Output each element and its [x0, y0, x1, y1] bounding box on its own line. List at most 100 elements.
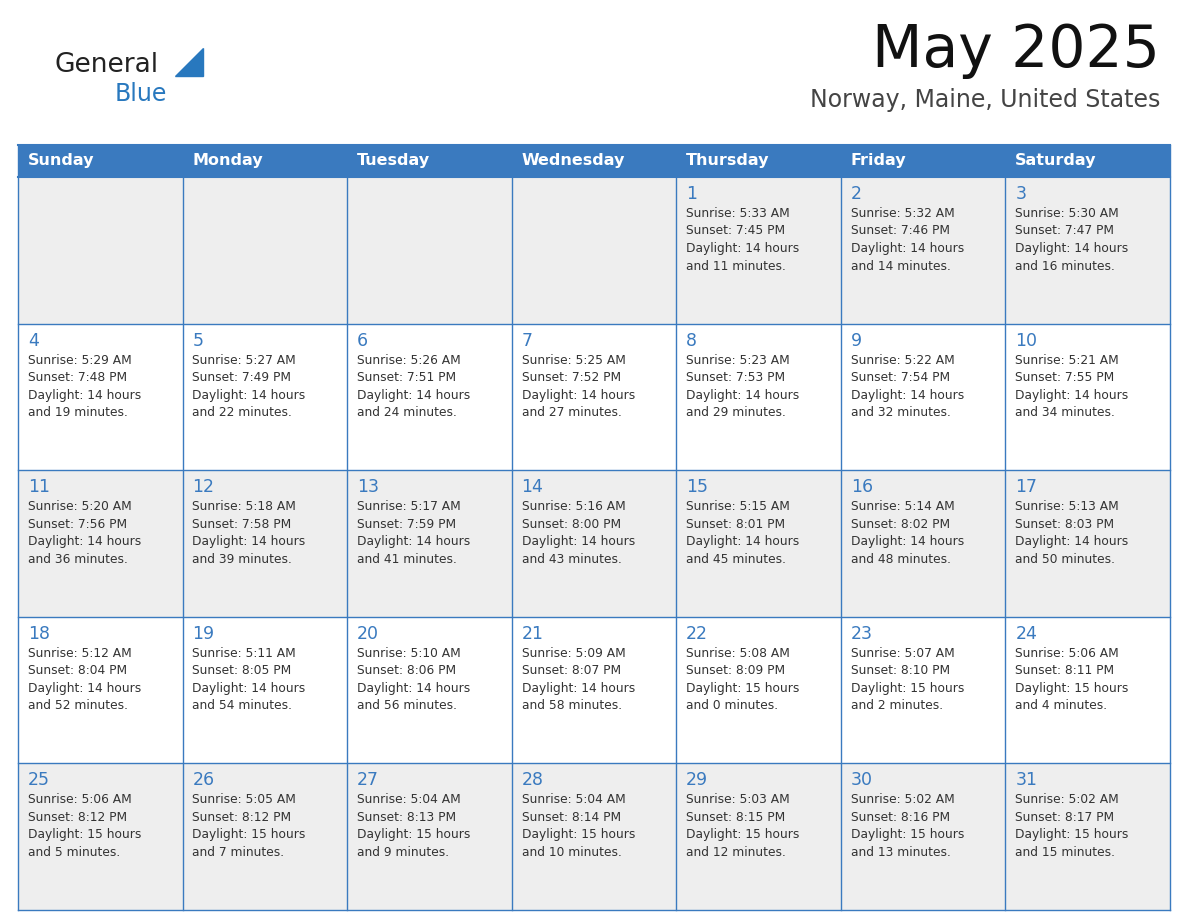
- Bar: [841, 324, 1005, 470]
- Text: Sunrise: 5:25 AM: Sunrise: 5:25 AM: [522, 353, 625, 366]
- Text: and 43 minutes.: and 43 minutes.: [522, 553, 621, 565]
- Text: Daylight: 14 hours: Daylight: 14 hours: [358, 388, 470, 401]
- Text: and 11 minutes.: and 11 minutes.: [687, 260, 786, 273]
- Text: Daylight: 14 hours: Daylight: 14 hours: [1016, 388, 1129, 401]
- Text: Daylight: 14 hours: Daylight: 14 hours: [522, 682, 634, 695]
- Bar: [183, 764, 347, 910]
- Text: Saturday: Saturday: [1016, 153, 1097, 169]
- Bar: [676, 324, 841, 470]
- Text: Monday: Monday: [192, 153, 263, 169]
- Text: Sunrise: 5:04 AM: Sunrise: 5:04 AM: [522, 793, 625, 806]
- Text: 12: 12: [192, 478, 215, 497]
- Text: Sunset: 8:16 PM: Sunset: 8:16 PM: [851, 811, 950, 823]
- Text: and 14 minutes.: and 14 minutes.: [851, 260, 950, 273]
- Bar: [841, 470, 1005, 617]
- Text: Daylight: 15 hours: Daylight: 15 hours: [1016, 828, 1129, 842]
- Bar: [347, 470, 512, 617]
- Text: 13: 13: [358, 478, 379, 497]
- Text: 24: 24: [1016, 625, 1037, 643]
- Text: Sunrise: 5:14 AM: Sunrise: 5:14 AM: [851, 500, 954, 513]
- Text: Daylight: 14 hours: Daylight: 14 hours: [27, 535, 141, 548]
- Bar: [1005, 324, 1170, 470]
- Text: Daylight: 14 hours: Daylight: 14 hours: [192, 682, 305, 695]
- Text: Sunset: 8:13 PM: Sunset: 8:13 PM: [358, 811, 456, 823]
- Text: 23: 23: [851, 625, 873, 643]
- Bar: [676, 470, 841, 617]
- Text: Sunset: 8:03 PM: Sunset: 8:03 PM: [1016, 518, 1114, 531]
- Text: Friday: Friday: [851, 153, 906, 169]
- Bar: [841, 177, 1005, 324]
- Text: Sunrise: 5:30 AM: Sunrise: 5:30 AM: [1016, 207, 1119, 220]
- Text: 1: 1: [687, 185, 697, 203]
- Text: and 7 minutes.: and 7 minutes.: [192, 845, 285, 859]
- Text: Sunset: 8:17 PM: Sunset: 8:17 PM: [1016, 811, 1114, 823]
- Text: Daylight: 14 hours: Daylight: 14 hours: [687, 388, 800, 401]
- Text: Sunset: 7:58 PM: Sunset: 7:58 PM: [192, 518, 292, 531]
- Text: and 34 minutes.: and 34 minutes.: [1016, 406, 1116, 420]
- Text: 4: 4: [27, 331, 39, 350]
- Text: Sunrise: 5:07 AM: Sunrise: 5:07 AM: [851, 647, 954, 660]
- Bar: [347, 324, 512, 470]
- Text: Sunrise: 5:02 AM: Sunrise: 5:02 AM: [851, 793, 954, 806]
- Text: 28: 28: [522, 771, 544, 789]
- Text: Daylight: 15 hours: Daylight: 15 hours: [1016, 682, 1129, 695]
- Polygon shape: [175, 48, 203, 76]
- Bar: [183, 177, 347, 324]
- Text: 30: 30: [851, 771, 873, 789]
- Bar: [1005, 177, 1170, 324]
- Bar: [18, 470, 183, 617]
- Text: Sunset: 7:53 PM: Sunset: 7:53 PM: [687, 371, 785, 384]
- Text: and 0 minutes.: and 0 minutes.: [687, 700, 778, 712]
- Text: Sunrise: 5:15 AM: Sunrise: 5:15 AM: [687, 500, 790, 513]
- Bar: [512, 470, 676, 617]
- Text: Sunrise: 5:03 AM: Sunrise: 5:03 AM: [687, 793, 790, 806]
- Text: and 4 minutes.: and 4 minutes.: [1016, 700, 1107, 712]
- Text: Sunrise: 5:18 AM: Sunrise: 5:18 AM: [192, 500, 296, 513]
- Text: Thursday: Thursday: [687, 153, 770, 169]
- Text: Sunrise: 5:32 AM: Sunrise: 5:32 AM: [851, 207, 954, 220]
- Bar: [183, 145, 347, 177]
- Text: Sunset: 8:02 PM: Sunset: 8:02 PM: [851, 518, 950, 531]
- Text: Sunset: 8:09 PM: Sunset: 8:09 PM: [687, 665, 785, 677]
- Bar: [841, 764, 1005, 910]
- Text: Daylight: 14 hours: Daylight: 14 hours: [1016, 242, 1129, 255]
- Bar: [676, 617, 841, 764]
- Text: 25: 25: [27, 771, 50, 789]
- Text: 15: 15: [687, 478, 708, 497]
- Text: and 2 minutes.: and 2 minutes.: [851, 700, 943, 712]
- Bar: [676, 764, 841, 910]
- Text: 22: 22: [687, 625, 708, 643]
- Text: Daylight: 14 hours: Daylight: 14 hours: [851, 242, 963, 255]
- Text: Sunrise: 5:06 AM: Sunrise: 5:06 AM: [27, 793, 132, 806]
- Text: Sunday: Sunday: [27, 153, 94, 169]
- Text: Sunset: 8:10 PM: Sunset: 8:10 PM: [851, 665, 950, 677]
- Text: 31: 31: [1016, 771, 1037, 789]
- Text: and 41 minutes.: and 41 minutes.: [358, 553, 457, 565]
- Text: Sunset: 7:47 PM: Sunset: 7:47 PM: [1016, 225, 1114, 238]
- Text: Sunrise: 5:26 AM: Sunrise: 5:26 AM: [358, 353, 461, 366]
- Text: and 9 minutes.: and 9 minutes.: [358, 845, 449, 859]
- Text: 16: 16: [851, 478, 873, 497]
- Text: Sunset: 8:12 PM: Sunset: 8:12 PM: [192, 811, 291, 823]
- Text: Sunset: 7:45 PM: Sunset: 7:45 PM: [687, 225, 785, 238]
- Text: and 52 minutes.: and 52 minutes.: [27, 700, 128, 712]
- Text: and 15 minutes.: and 15 minutes.: [1016, 845, 1116, 859]
- Bar: [1005, 764, 1170, 910]
- Text: 5: 5: [192, 331, 203, 350]
- Text: Sunrise: 5:09 AM: Sunrise: 5:09 AM: [522, 647, 625, 660]
- Bar: [841, 617, 1005, 764]
- Bar: [18, 764, 183, 910]
- Text: 21: 21: [522, 625, 544, 643]
- Text: and 48 minutes.: and 48 minutes.: [851, 553, 950, 565]
- Text: Daylight: 15 hours: Daylight: 15 hours: [27, 828, 141, 842]
- Text: and 50 minutes.: and 50 minutes.: [1016, 553, 1116, 565]
- Text: Daylight: 14 hours: Daylight: 14 hours: [27, 388, 141, 401]
- Text: 9: 9: [851, 331, 861, 350]
- Text: Daylight: 14 hours: Daylight: 14 hours: [687, 242, 800, 255]
- Text: Daylight: 14 hours: Daylight: 14 hours: [192, 388, 305, 401]
- Text: and 10 minutes.: and 10 minutes.: [522, 845, 621, 859]
- Text: Tuesday: Tuesday: [358, 153, 430, 169]
- Text: 26: 26: [192, 771, 215, 789]
- Text: Sunset: 7:49 PM: Sunset: 7:49 PM: [192, 371, 291, 384]
- Text: Sunrise: 5:02 AM: Sunrise: 5:02 AM: [1016, 793, 1119, 806]
